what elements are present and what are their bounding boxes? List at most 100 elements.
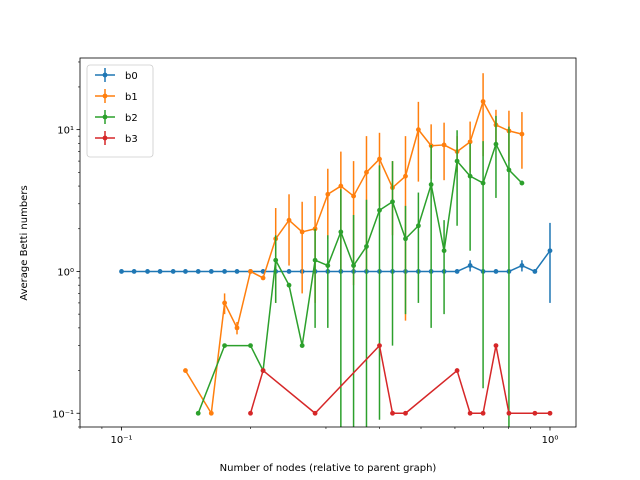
b2-point-18 <box>454 158 460 164</box>
b3-point-12 <box>547 410 553 416</box>
b3-point-4 <box>390 410 395 416</box>
b1-segment-18 <box>417 128 432 147</box>
b1-point-17 <box>415 127 421 133</box>
b0-point-2 <box>145 269 150 274</box>
b2-segment-12 <box>365 209 381 248</box>
b3-segment-2 <box>262 369 316 415</box>
b3-point-9 <box>493 343 499 348</box>
b3-point-5 <box>403 410 408 416</box>
b3-segment-9 <box>482 344 497 415</box>
b1-segment-16 <box>391 175 407 189</box>
b2-segment-10 <box>340 231 355 267</box>
b1-point-1 <box>208 410 214 416</box>
b3-point-6 <box>454 368 460 373</box>
b2-point-6 <box>299 343 305 348</box>
b2-point-2 <box>248 343 253 348</box>
legend-entry-b0: b0 <box>95 68 138 82</box>
b1-point-3 <box>234 325 240 331</box>
b2-point-16 <box>428 182 434 187</box>
b0-point-13 <box>286 269 292 274</box>
x-axis-label: Number of nodes (relative to parent grap… <box>220 463 437 474</box>
b0-point-7 <box>208 269 214 274</box>
b0-point-0 <box>119 269 124 274</box>
b3-point-0 <box>248 410 253 416</box>
legend-entry-b1: b1 <box>95 89 138 103</box>
b2-segment-5 <box>274 259 290 286</box>
b1-point-25 <box>519 131 525 137</box>
b1-point-11 <box>338 183 344 189</box>
x-tick-label: 10⁰ <box>542 435 559 446</box>
b1-point-7 <box>286 217 292 223</box>
y-tick-label: 10⁰ <box>57 267 74 278</box>
axis-ticks: 10⁻¹ 10⁰ 10⁻¹ 10⁰ 10¹ <box>52 61 559 446</box>
b1-segment-10 <box>314 193 329 230</box>
b2-segment-13 <box>378 201 394 212</box>
b1-segment-21 <box>456 141 471 153</box>
b1-point-19 <box>441 142 447 148</box>
b2-segment-7 <box>301 259 316 347</box>
b3-segment-10 <box>495 344 510 415</box>
plot-area <box>119 73 553 427</box>
b0-point-6 <box>195 269 201 274</box>
legend-label-b3: b3 <box>125 134 138 145</box>
legend-box <box>86 64 154 158</box>
y-axis-label: Average Betti numbers <box>19 185 30 300</box>
legend-entry-b2: b2 <box>95 110 138 124</box>
b2-point-21 <box>493 141 499 147</box>
b0-point-31 <box>519 263 525 268</box>
b0-point-9 <box>234 269 240 274</box>
b3-point-8 <box>480 410 486 416</box>
b2-segment-16 <box>417 183 432 227</box>
b1-segment-7 <box>274 219 290 240</box>
b1-segment-2 <box>210 302 226 415</box>
b1-point-22 <box>480 99 486 104</box>
b0-point-8 <box>222 269 227 274</box>
b2-segment-11 <box>352 245 368 267</box>
b0-segment-33 <box>534 249 551 273</box>
b3-point-11 <box>532 410 538 416</box>
legend: b0 b1 b2 b3 <box>86 64 154 158</box>
legend-marker-b3 <box>102 135 108 141</box>
b2-point-23 <box>519 180 525 186</box>
b1-segment-20 <box>443 144 458 153</box>
b2-point-11 <box>364 244 369 249</box>
b1-point-0 <box>183 368 188 373</box>
b2-segment-15 <box>404 225 420 240</box>
b1-segment-14 <box>365 158 381 174</box>
b2-point-8 <box>325 263 331 268</box>
b2-point-14 <box>403 236 408 242</box>
b1-point-5 <box>260 275 266 281</box>
x-tick-label: 10⁻¹ <box>111 435 133 446</box>
y-tick-label: 10⁻¹ <box>52 409 74 420</box>
legend-marker-b0 <box>102 72 108 78</box>
b1-point-16 <box>403 173 408 179</box>
b3-segment-4 <box>378 344 394 415</box>
b2-segment-14 <box>391 201 407 240</box>
b3-point-10 <box>506 410 512 416</box>
b2-point-7 <box>312 257 318 263</box>
legend-marker-b1 <box>102 93 108 99</box>
legend-label-b2: b2 <box>125 113 138 124</box>
b2-segment-4 <box>262 259 277 372</box>
b1-point-10 <box>325 191 331 197</box>
b2-point-15 <box>415 223 421 229</box>
legend-marker-b2 <box>102 114 108 120</box>
axes-frame <box>79 57 577 428</box>
b1-point-12 <box>351 193 356 199</box>
b2-point-0 <box>195 410 201 416</box>
b0-point-32 <box>532 269 538 274</box>
b0-point-1 <box>131 269 137 274</box>
b0-point-5 <box>183 269 188 274</box>
b1-segment-1 <box>184 369 213 415</box>
b2-point-17 <box>441 248 447 254</box>
legend-label-b1: b1 <box>125 92 138 103</box>
b2-segment-19 <box>456 160 471 177</box>
b1-segment-17 <box>404 128 420 177</box>
b3-point-1 <box>260 368 266 373</box>
b0-point-4 <box>170 269 176 274</box>
b2-segment-9 <box>327 231 342 267</box>
b3-segment-6 <box>404 369 458 415</box>
b2-point-22 <box>506 167 512 173</box>
legend-entry-b3: b3 <box>95 131 138 145</box>
